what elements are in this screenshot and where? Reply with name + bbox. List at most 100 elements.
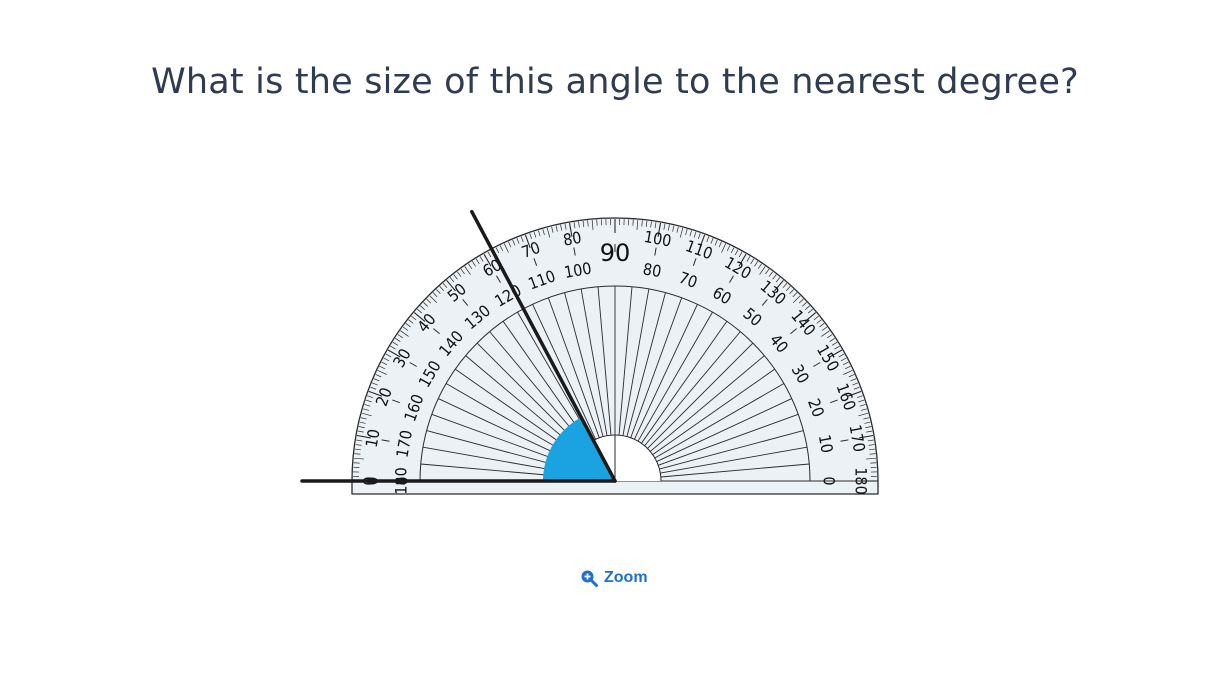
outer-tick bbox=[357, 430, 364, 433]
outer-tick bbox=[805, 305, 810, 310]
inner-scale-label: 100 bbox=[563, 259, 593, 282]
inner-scale-label: 70 bbox=[676, 268, 700, 292]
outer-tick bbox=[807, 308, 813, 314]
outer-tick bbox=[698, 233, 701, 240]
outer-tick bbox=[819, 323, 825, 328]
arm-marker-dot bbox=[396, 477, 408, 485]
radial-line bbox=[597, 286, 612, 436]
outer-tick bbox=[365, 399, 372, 403]
outer-tick bbox=[524, 234, 531, 249]
outer-tick bbox=[829, 349, 843, 358]
outer-tick bbox=[529, 233, 532, 240]
scale-divider-tick bbox=[729, 275, 734, 283]
outer-tick bbox=[453, 274, 458, 280]
outer-tick bbox=[355, 444, 362, 446]
outer-tick bbox=[650, 221, 652, 228]
outer-tick bbox=[573, 222, 576, 229]
outer-tick bbox=[856, 395, 863, 398]
outer-tick bbox=[667, 224, 670, 231]
outer-tick bbox=[672, 225, 675, 232]
scale-divider-tick bbox=[830, 399, 838, 404]
outer-tick bbox=[423, 302, 429, 307]
outer-tick bbox=[400, 330, 409, 337]
outer-tick bbox=[533, 231, 537, 238]
scale-divider-tick bbox=[409, 362, 417, 367]
inner-scale-label: 0 bbox=[820, 476, 839, 485]
radial-line bbox=[660, 446, 808, 474]
outer-tick bbox=[801, 302, 807, 307]
outer-tick bbox=[714, 239, 718, 246]
radial-line bbox=[532, 304, 596, 440]
outer-tick bbox=[475, 258, 480, 265]
outer-tick bbox=[555, 225, 558, 232]
outer-tick bbox=[385, 353, 392, 358]
outer-tick bbox=[417, 308, 423, 314]
arm-marker-dot bbox=[366, 477, 378, 485]
outer-tick bbox=[487, 251, 492, 258]
outer-tick bbox=[868, 444, 875, 446]
outer-tick bbox=[371, 382, 378, 386]
outer-tick bbox=[587, 220, 589, 227]
outer-tick bbox=[813, 315, 819, 321]
outer-tick bbox=[757, 263, 762, 269]
scale-divider-tick bbox=[840, 439, 849, 442]
outer-tick bbox=[789, 289, 794, 295]
radial-line bbox=[649, 355, 765, 452]
outer-tick bbox=[750, 258, 755, 265]
outer-tick bbox=[838, 353, 845, 358]
outer-tick bbox=[503, 243, 509, 253]
zoom-button[interactable]: Zoom bbox=[580, 569, 648, 587]
radial-line bbox=[656, 398, 792, 462]
outer-tick bbox=[754, 261, 758, 267]
outer-tick bbox=[641, 220, 643, 227]
outer-tick bbox=[381, 361, 388, 366]
outer-tick bbox=[829, 338, 835, 342]
inner-scale-label: 20 bbox=[804, 396, 828, 420]
outer-tick bbox=[472, 261, 476, 267]
outer-tick bbox=[546, 227, 551, 238]
outer-tick bbox=[865, 426, 872, 429]
outer-tick bbox=[710, 237, 714, 244]
outer-tick bbox=[831, 341, 838, 346]
outer-tick bbox=[842, 361, 849, 366]
outer-tick bbox=[798, 298, 804, 304]
outer-tick bbox=[730, 247, 735, 254]
outer-tick bbox=[848, 374, 855, 378]
outer-tick bbox=[364, 404, 371, 407]
inner-scale-label: 170 bbox=[393, 429, 416, 459]
outer-tick bbox=[847, 390, 862, 397]
outer-tick bbox=[734, 249, 739, 256]
outer-tick bbox=[772, 274, 777, 280]
outer-tick bbox=[859, 434, 874, 439]
outer-tick bbox=[706, 236, 710, 243]
scale-divider-tick bbox=[761, 299, 768, 306]
outer-tick bbox=[786, 286, 791, 291]
outer-tick bbox=[353, 457, 364, 460]
outer-tick bbox=[852, 382, 859, 386]
outer-tick bbox=[411, 315, 417, 321]
scale-divider-tick bbox=[392, 399, 400, 404]
radial-line bbox=[547, 297, 600, 438]
outer-tick bbox=[360, 417, 367, 420]
outer-tick bbox=[402, 326, 409, 331]
outer-tick bbox=[689, 230, 692, 237]
radial-line bbox=[660, 463, 810, 478]
outer-tick bbox=[460, 268, 465, 275]
angle-fill-wedge bbox=[543, 417, 615, 481]
radial-line bbox=[658, 413, 799, 466]
outer-tick bbox=[858, 399, 865, 403]
outer-tick bbox=[363, 408, 370, 411]
outer-tick bbox=[457, 271, 462, 277]
outer-scale-label: 70 bbox=[519, 238, 543, 262]
scale-divider-tick bbox=[654, 247, 657, 256]
outer-tick bbox=[853, 386, 860, 390]
scale-divider-tick bbox=[533, 258, 538, 266]
radial-line bbox=[622, 288, 650, 436]
radial-line bbox=[634, 304, 698, 440]
inner-scale-label: 80 bbox=[641, 259, 662, 281]
outer-tick bbox=[479, 256, 484, 262]
outer-tick bbox=[436, 289, 441, 295]
outer-tick bbox=[804, 312, 817, 323]
radial-line bbox=[654, 383, 785, 459]
outer-tick bbox=[657, 222, 662, 237]
